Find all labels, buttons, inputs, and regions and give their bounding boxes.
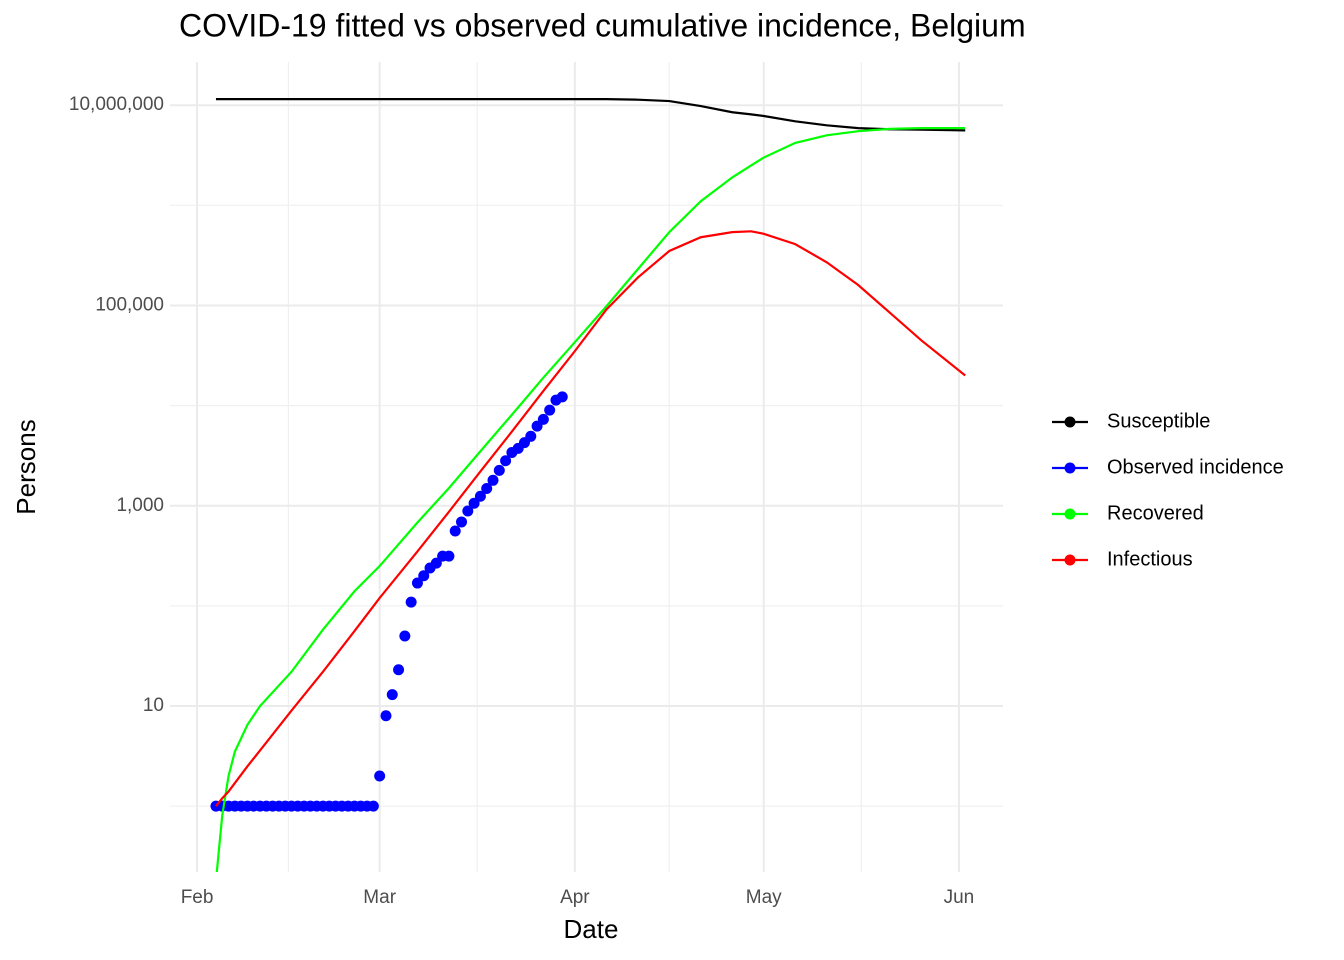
- data-point: [556, 391, 568, 403]
- data-point: [544, 404, 556, 416]
- data-point: [367, 800, 379, 812]
- data-point: [393, 664, 405, 676]
- data-point: [405, 596, 417, 608]
- legend-label: Observed incidence: [1107, 456, 1284, 478]
- data-point: [525, 430, 537, 442]
- data-point: [493, 464, 505, 476]
- chart-title: COVID-19 fitted vs observed cumulative i…: [179, 7, 1026, 43]
- data-point: [456, 516, 468, 528]
- series-line: [215, 127, 966, 872]
- x-tick-label: May: [746, 887, 782, 908]
- data-point: [411, 577, 423, 589]
- data-point: [380, 710, 392, 722]
- legend-key-point: [1064, 554, 1076, 566]
- legend-label: Recovered: [1107, 502, 1204, 524]
- y-tick-label: 1,000: [116, 495, 164, 516]
- data-point: [537, 413, 549, 425]
- data-point: [386, 689, 398, 701]
- data-point: [462, 505, 474, 517]
- data-point: [430, 557, 442, 569]
- x-tick-label: Feb: [181, 887, 214, 908]
- series-line: [215, 230, 966, 807]
- legend-key-point: [1064, 462, 1076, 474]
- data-point: [399, 630, 411, 642]
- data-point: [487, 474, 499, 486]
- data-point: [418, 570, 430, 582]
- data-point: [481, 483, 493, 495]
- data-point: [474, 490, 486, 502]
- y-axis-title: Persons: [11, 419, 41, 514]
- legend-key-point: [1064, 416, 1076, 428]
- x-tick-label: Apr: [560, 887, 590, 908]
- data-point: [443, 550, 455, 562]
- data-point: [449, 525, 461, 537]
- series-line: [215, 98, 966, 132]
- legend-label: Susceptible: [1107, 410, 1210, 432]
- x-axis-title: Date: [564, 914, 619, 944]
- y-tick-label: 10: [143, 695, 164, 716]
- y-tick-label: 10,000,000: [69, 94, 164, 115]
- data-point: [468, 497, 480, 509]
- legend-label: Infectious: [1107, 548, 1193, 570]
- data-point: [374, 770, 386, 782]
- x-tick-label: Mar: [363, 887, 396, 908]
- legend: Susceptible Observed incidence Recovered In…: [1052, 410, 1284, 570]
- x-tick-label: Jun: [944, 887, 975, 908]
- data-point: [500, 455, 512, 467]
- legend-key-point: [1064, 508, 1076, 520]
- y-tick-label: 100,000: [95, 294, 164, 315]
